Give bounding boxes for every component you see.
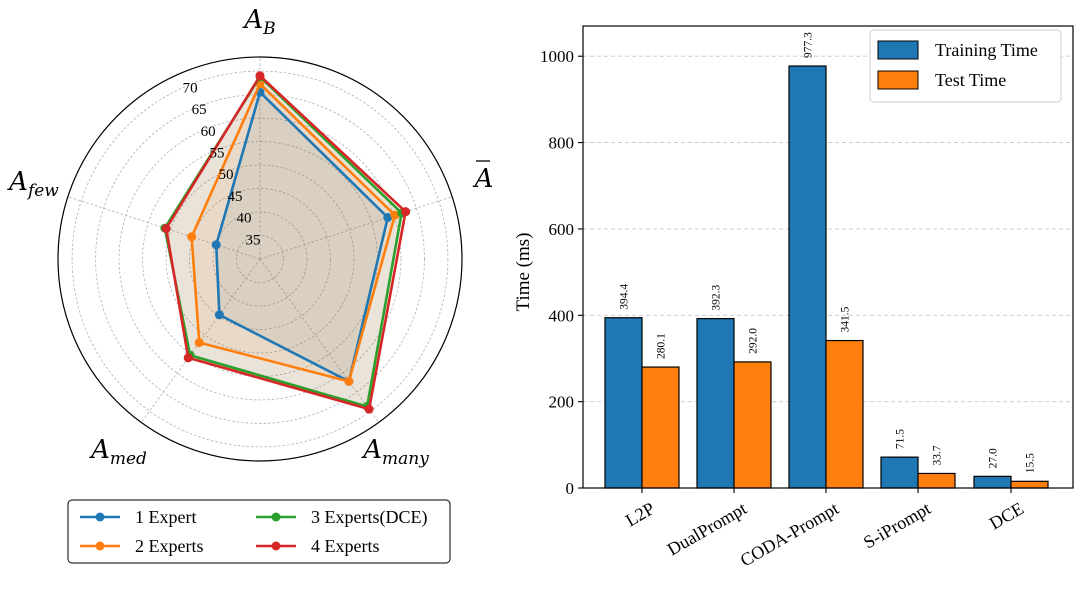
radar-tick-label: 55 [210, 145, 225, 161]
radar-point [401, 207, 411, 217]
legend-item: 1 Expert [80, 507, 196, 527]
legend-item: Test Time [877, 70, 1006, 90]
y-tick-label: 200 [549, 393, 575, 412]
radar-line-series-1 [214, 90, 390, 383]
bar-chart: 394.4 280.1 392.3 292.0 977.3 341.5 71.5 33.7 27… [513, 25, 1074, 570]
radar-point [383, 212, 393, 222]
radar-spoke [259, 196, 453, 260]
radar-axis-label-3: Amany [361, 435, 429, 469]
bar-value-labels: 394.4 280.1 392.3 292.0 977.3 341.5 71.5 33.7 27… [619, 32, 1037, 473]
bar-training-time-coda-prompt [788, 65, 827, 489]
bar-value-label: 33.7 [932, 445, 944, 465]
svg-text:Training Time: Training Time [935, 40, 1038, 60]
radar-axis-label-1: AB [242, 5, 275, 39]
bar-value-label: 292.0 [748, 328, 760, 354]
x-tick-label: DualPrompt [664, 498, 750, 559]
radar-grid-circle [189, 188, 331, 330]
bar-training-time-dualprompt [696, 318, 735, 489]
radar-axis-label-4: Amed [89, 435, 147, 469]
y-tick-label: 400 [549, 306, 575, 325]
bar-training-time-s-iprompt [880, 456, 919, 489]
svg-text:Amany: Amany [361, 435, 429, 469]
radar-tick-label: 70 [183, 80, 198, 96]
radar-point [364, 404, 374, 414]
bar-training-time-l2p [604, 317, 643, 489]
x-tick-label: DCE [986, 498, 1027, 533]
radar-tick-label: 60 [201, 124, 216, 140]
radar-point [183, 353, 193, 363]
radar-point [344, 376, 354, 386]
radar-legend: 1 Expert 2 Experts 3 Experts(DCE) 4 Experts [67, 499, 451, 564]
radar-line-series-2 [190, 82, 397, 383]
radar-tick-label: 40 [237, 211, 252, 227]
radar-fill-series-3 [164, 76, 402, 407]
radar-axis-label-2: A [473, 160, 494, 194]
bar-value-label: 27.0 [988, 448, 1000, 468]
x-tick-label: S-iPrompt [860, 498, 934, 552]
svg-text:AB: AB [242, 5, 275, 39]
y-axis-label: Time (ms) [513, 232, 534, 311]
bar-test-time-dce [1010, 480, 1049, 489]
x-tick-label: CODA-Prompt [737, 498, 842, 570]
radar-point [187, 232, 197, 242]
bar-test-time-coda-prompt [825, 339, 864, 489]
radar-tick-label: 35 [246, 232, 261, 248]
bar-value-label: 15.5 [1025, 453, 1037, 473]
radar-point [161, 224, 171, 234]
radar-point [194, 338, 204, 348]
radar-outer-circle [57, 56, 463, 462]
legend-frame [67, 499, 451, 564]
radar-line-series-4 [164, 74, 407, 411]
svg-text:Test Time: Test Time [935, 70, 1006, 90]
bar-test-time-s-iprompt [917, 472, 956, 489]
radar-lines [160, 71, 411, 414]
bar-training-time-dce [973, 475, 1012, 489]
bar-value-label: 392.3 [711, 284, 723, 310]
radar-chart: 35 40 45 50 55 60 65 70 AB A Amany Amed Afew [7, 5, 493, 469]
svg-text:1 Expert: 1 Expert [135, 507, 196, 527]
svg-text:3 Experts(DCE): 3 Experts(DCE) [311, 507, 427, 528]
svg-text:A: A [473, 164, 494, 194]
radar-fill-series-2 [191, 83, 395, 382]
radar-tick-label: 45 [228, 189, 243, 205]
radar-point [214, 310, 224, 320]
radar-point [211, 240, 221, 250]
bar-bars [604, 65, 1049, 489]
bar-plot-frame [582, 25, 1074, 489]
legend-item: 2 Experts [80, 536, 203, 556]
bar-value-label: 394.4 [619, 284, 631, 310]
radar-grid-circle [165, 164, 355, 354]
bar-test-time-l2p [641, 366, 680, 489]
y-tick-label: 800 [549, 134, 575, 153]
bar-test-time-dualprompt [733, 361, 772, 489]
radar-tick-label: 65 [192, 102, 207, 118]
x-tick-label: L2P [622, 498, 658, 530]
radar-point [255, 71, 265, 81]
bar-value-label: 977.3 [803, 32, 815, 58]
y-tick-label: 600 [549, 220, 575, 239]
radar-axis-labels: AB A Amany Amed Afew [7, 5, 493, 469]
legend-item: 4 Experts [256, 536, 379, 556]
radar-fill-series-1 [216, 92, 388, 382]
bar-value-label: 280.1 [656, 333, 668, 359]
radar-tick-label: 50 [219, 167, 234, 183]
bar-value-label: 71.5 [895, 429, 907, 449]
radar-grid-circle [71, 70, 449, 448]
y-tick-label: 1000 [540, 47, 574, 66]
legend-item: 3 Experts(DCE) [256, 507, 427, 528]
legend-item: Training Time [877, 40, 1038, 60]
radar-tick-labels: 35 40 45 50 55 60 65 70 [183, 80, 261, 248]
svg-text:4 Experts: 4 Experts [311, 536, 379, 556]
radar-axis-label-5: Afew [7, 167, 59, 201]
bar-value-label: 341.5 [840, 306, 852, 332]
svg-text:Amed: Amed [89, 435, 147, 469]
svg-text:Afew: Afew [7, 167, 59, 201]
y-tick-label: 0 [566, 479, 575, 498]
svg-text:2 Experts: 2 Experts [135, 536, 203, 556]
radar-spoke [259, 258, 380, 423]
bar-legend: Training Time Test Time [869, 29, 1062, 103]
